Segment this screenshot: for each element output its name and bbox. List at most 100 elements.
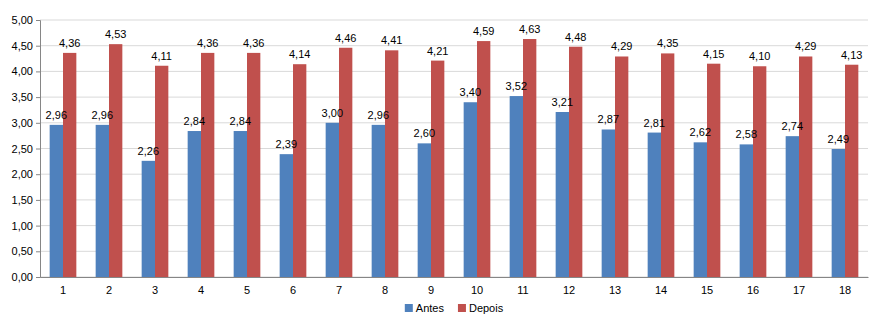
data-label: 4,36 [243, 37, 264, 49]
bars [50, 39, 859, 277]
data-label: 3,21 [552, 96, 573, 108]
data-label: 2,96 [92, 109, 113, 121]
y-tick-label: 3,50 [12, 91, 33, 103]
data-label: 2,84 [184, 115, 205, 127]
bar [293, 64, 306, 277]
data-label: 2,60 [414, 127, 435, 139]
y-tick-label: 4,00 [12, 65, 33, 77]
x-tick: 11 [517, 277, 528, 296]
data-labels: 2,962,962,262,842,842,393,002,962,603,40… [46, 23, 863, 157]
bar [63, 53, 76, 277]
grid-line [40, 45, 868, 46]
x-tick: 8 [382, 277, 388, 296]
x-tick-label: 10 [471, 284, 483, 296]
bar [648, 133, 661, 277]
legend-item: Depois [458, 302, 504, 314]
x-tick-label: 1 [60, 284, 66, 296]
data-label: 2,81 [644, 117, 665, 129]
x-tick-label: 2 [106, 284, 112, 296]
y-tick-mark [36, 251, 40, 252]
y-tick-label: 2,50 [12, 143, 33, 155]
bar [50, 125, 63, 277]
y-tick-mark [36, 277, 40, 278]
x-tick-label: 5 [244, 284, 250, 296]
y-axis: 0,000,501,001,502,002,503,003,504,004,50… [12, 14, 41, 283]
data-label: 4,21 [427, 45, 448, 57]
y-tick: 4,00 [12, 65, 40, 77]
bar [569, 47, 582, 277]
chart: 0,000,501,001,502,002,503,003,504,004,50… [0, 0, 874, 321]
data-label: 2,96 [368, 109, 389, 121]
bar [510, 96, 523, 277]
y-tick: 0,50 [12, 245, 40, 257]
data-label: 3,00 [322, 107, 343, 119]
bar [707, 64, 720, 277]
bar [523, 39, 536, 277]
bar [615, 56, 628, 277]
data-label: 2,49 [828, 133, 849, 145]
bar [339, 48, 352, 277]
y-tick: 2,00 [12, 168, 40, 180]
x-tick: 1 [60, 277, 66, 296]
x-tick-label: 15 [701, 284, 713, 296]
data-label: 4,10 [749, 50, 770, 62]
x-axis-line [41, 277, 869, 278]
legend-label: Depois [469, 302, 504, 314]
y-tick-mark [36, 20, 40, 21]
y-tick-mark [36, 226, 40, 227]
data-label: 4,59 [473, 25, 494, 37]
bar [832, 149, 845, 277]
data-label: 2,58 [736, 128, 757, 140]
bar [234, 131, 247, 277]
x-tick: 12 [563, 277, 575, 296]
data-label: 4,36 [197, 37, 218, 49]
y-tick: 1,50 [12, 194, 40, 206]
data-label: 4,15 [703, 48, 724, 60]
y-tick-mark [36, 149, 40, 150]
y-tick: 0,00 [12, 271, 40, 283]
x-tick-label: 4 [198, 284, 204, 296]
data-label: 2,84 [230, 115, 251, 127]
bar [661, 53, 674, 277]
data-label: 4,53 [105, 28, 126, 40]
bar [431, 61, 444, 277]
y-tick: 4,50 [12, 40, 40, 52]
x-tick: 13 [609, 277, 621, 296]
y-tick: 2,50 [12, 143, 40, 155]
bar [155, 66, 168, 277]
data-label: 3,40 [460, 86, 481, 98]
data-label: 2,74 [782, 120, 803, 132]
legend-item: Antes [405, 302, 445, 314]
data-label: 4,29 [795, 40, 816, 52]
bar [372, 125, 385, 277]
y-tick: 3,50 [12, 91, 40, 103]
bar [109, 44, 122, 277]
data-label: 2,87 [598, 113, 619, 125]
legend-label: Antes [416, 302, 445, 314]
bar [845, 65, 858, 277]
data-label: 4,35 [657, 37, 678, 49]
bar [694, 142, 707, 277]
x-tick: 3 [152, 277, 158, 296]
data-label: 3,52 [506, 80, 527, 92]
grid-line [40, 20, 868, 21]
x-tick-label: 6 [290, 284, 296, 296]
bar [753, 66, 766, 277]
bar [142, 161, 155, 277]
x-tick: 5 [244, 277, 250, 296]
x-tick-label: 16 [747, 284, 759, 296]
y-tick: 5,00 [12, 14, 40, 26]
x-tick: 9 [428, 277, 434, 296]
y-tick-mark [36, 97, 40, 98]
bar [477, 41, 490, 277]
x-tick: 18 [839, 277, 851, 296]
legend: Antes Depois [405, 302, 504, 314]
data-label: 4,48 [565, 31, 586, 43]
bar [96, 125, 109, 277]
x-tick: 7 [336, 277, 342, 296]
y-tick-label: 1,50 [12, 194, 33, 206]
x-tick-label: 11 [517, 284, 528, 296]
data-label: 2,96 [46, 109, 67, 121]
bar [188, 131, 201, 277]
x-tick-label: 9 [428, 284, 434, 296]
